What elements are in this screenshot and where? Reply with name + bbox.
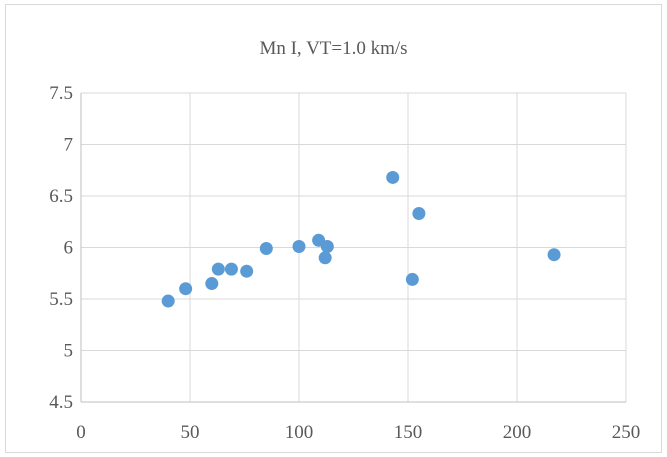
y-tick-labels: 4.5 5 5.5 6 6.5 7 7.5 (49, 83, 73, 413)
data-point (179, 282, 193, 296)
chart-title: Mn I, VT=1.0 km/s (259, 38, 408, 59)
x-tick-label: 0 (76, 422, 86, 443)
y-tick-label: 6.5 (49, 186, 73, 207)
data-point (412, 207, 426, 221)
x-tick-label: 100 (285, 422, 314, 443)
axes (80, 93, 626, 403)
data-point (240, 264, 254, 278)
data-point (161, 294, 175, 308)
y-tick-label: 7 (64, 135, 74, 156)
chart-area (5, 4, 662, 453)
data-points (161, 170, 561, 308)
data-point (405, 272, 419, 286)
data-point (320, 239, 334, 253)
data-point (205, 277, 219, 291)
x-tick-label: 250 (612, 422, 641, 443)
y-tick-label: 4.5 (49, 392, 73, 413)
x-tick-label: 150 (394, 422, 423, 443)
x-tick-labels: 0 50 100 150 200 250 (76, 422, 640, 443)
data-point (292, 239, 306, 253)
y-tick-label: 6 (64, 238, 74, 259)
data-point (386, 170, 400, 184)
data-point (224, 262, 238, 276)
data-point (318, 251, 332, 265)
y-tick-label: 5.5 (49, 289, 73, 310)
x-tick-label: 200 (503, 422, 532, 443)
y-tick-label: 7.5 (49, 83, 73, 104)
data-point (259, 242, 273, 256)
y-tick-label: 5 (64, 341, 74, 362)
gridlines (81, 92, 627, 402)
x-tick-label: 50 (181, 422, 200, 443)
data-point (547, 248, 561, 262)
data-point (211, 262, 225, 276)
